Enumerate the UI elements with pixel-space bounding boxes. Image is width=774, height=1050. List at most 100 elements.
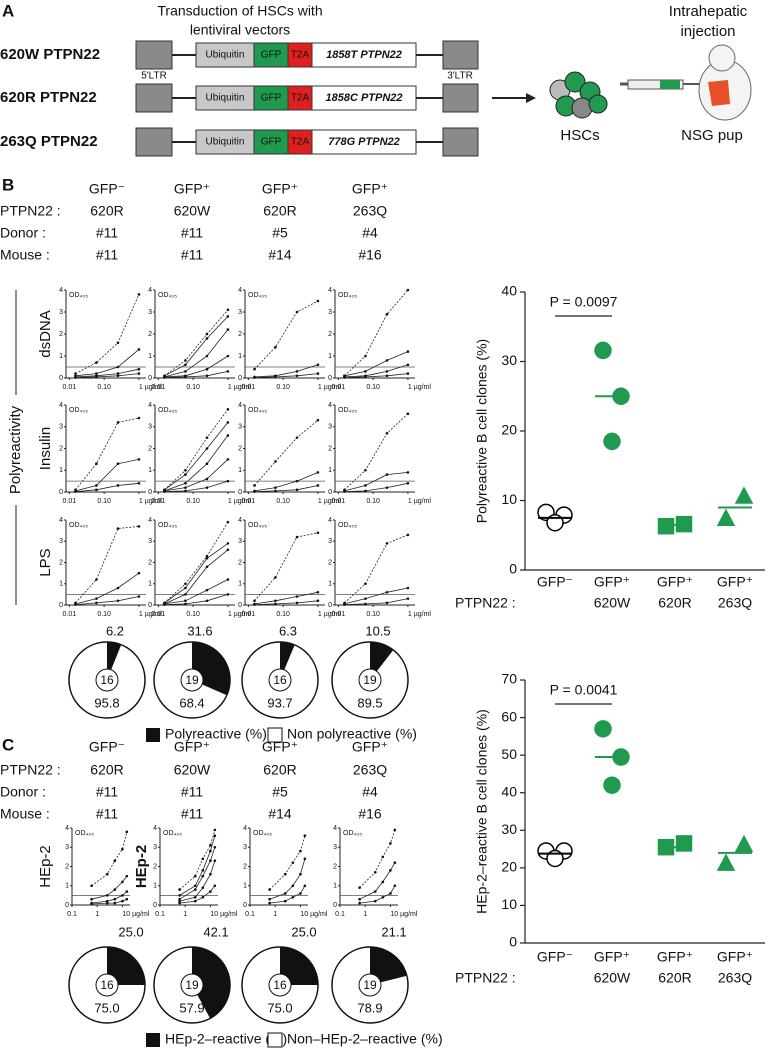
curve-point: [137, 595, 141, 598]
row-label: Mouse :: [0, 806, 50, 822]
curve-point: [295, 479, 299, 483]
pie-slice: [280, 947, 318, 985]
legend-swatch: [146, 728, 160, 742]
column-header: #4: [362, 784, 378, 800]
curve-point: [299, 892, 302, 895]
x-tick-label: 0.10: [186, 611, 200, 618]
curve-point: [178, 897, 181, 901]
panel-label: B: [2, 175, 14, 194]
y-tick-label: 3: [328, 424, 332, 431]
pie-center: [180, 973, 204, 997]
curve-point: [116, 341, 120, 345]
column-header: 263Q: [353, 762, 387, 778]
y-tick-label: 2: [148, 559, 152, 566]
reporter-label: GFP: [261, 137, 282, 148]
binding-curve: [344, 472, 408, 492]
pie-value-label: 42.1: [203, 924, 228, 939]
promoter-box: [195, 129, 255, 155]
y-tick-label: 30: [501, 821, 517, 837]
y-tick-label: 0: [238, 489, 242, 496]
curve-point: [316, 372, 320, 375]
curve-point: [226, 434, 230, 437]
curve-point: [205, 554, 209, 558]
y-tick-label: 3: [65, 844, 69, 851]
pie-value-label: 68.4: [179, 695, 204, 710]
curve-point: [121, 847, 124, 851]
data-point: [603, 776, 621, 794]
y-tick-label: 40: [501, 283, 517, 299]
column-header: GFP⁺: [352, 181, 388, 197]
curve-point: [291, 884, 295, 888]
x-tick-label: 0.01: [63, 384, 77, 391]
y-axis-label: OD₄₀₅: [248, 522, 267, 529]
curve-point: [385, 601, 389, 605]
curve-point: [74, 490, 77, 493]
y-tick-label: 10: [501, 491, 517, 507]
curve-point: [268, 897, 271, 901]
curve-point: [184, 593, 187, 596]
curve-point: [137, 372, 141, 375]
curve-point: [205, 332, 209, 336]
promoter-label: Ubiquitin: [206, 93, 245, 104]
curve-point: [205, 599, 209, 603]
allele-box: [311, 42, 417, 68]
column-header: #14: [268, 247, 292, 263]
curve-point: [193, 899, 197, 903]
curve-point: [105, 872, 109, 876]
y-tick-label: 4: [243, 825, 247, 832]
column-header: #11: [181, 247, 204, 263]
curve-point: [205, 556, 209, 560]
data-point: [716, 853, 736, 871]
y-tick-label: 0: [243, 902, 247, 909]
y-tick-label: 0: [238, 375, 242, 382]
curve-point: [113, 859, 117, 863]
curve-point: [121, 880, 124, 884]
curve-point: [274, 375, 277, 379]
y-tick-label: 1: [238, 353, 242, 360]
curve-point: [253, 484, 256, 487]
column-header: #11: [96, 247, 119, 263]
curve-point: [303, 857, 307, 861]
x-tick-label: 0.01: [332, 611, 346, 618]
binding-curve: [75, 459, 139, 492]
curve-point: [184, 375, 187, 379]
curve-point: [303, 884, 307, 888]
hsc-cluster: [549, 71, 608, 119]
x-tick-label: 0.1: [155, 911, 165, 918]
y-tick-label: 3: [238, 538, 242, 545]
y-tick-label: 2: [59, 559, 63, 566]
curve-point: [193, 896, 197, 899]
pie-center: [268, 668, 292, 692]
pie-value-label: 25.0: [118, 924, 143, 939]
x-tick-label: 1 µg/ml: [408, 384, 432, 391]
group-label: Polyreactivity: [7, 405, 24, 494]
x-tick-label: 0.10: [97, 384, 111, 391]
curve-point: [184, 582, 187, 586]
x-tick-label: 0.01: [63, 498, 77, 505]
curve-point: [205, 337, 209, 340]
curve-point: [253, 490, 256, 493]
curve-point: [364, 370, 367, 373]
y-tick-label: 1: [328, 581, 332, 588]
curve-point: [226, 408, 230, 411]
curve-point: [116, 599, 120, 603]
y-tick-label: 3: [148, 538, 152, 545]
binding-curve: [164, 543, 229, 604]
linker-label: T2A: [291, 93, 310, 104]
pie-slice: [192, 947, 230, 1019]
curve-point: [201, 857, 205, 861]
curve-point: [213, 845, 217, 849]
x-tick-label: GFP⁺: [594, 574, 630, 590]
x-tick-label: 1 µg/ml: [139, 611, 163, 618]
curve-point: [406, 471, 410, 474]
linker-box: [287, 42, 313, 68]
y-tick-label: 4: [238, 517, 242, 524]
curve-point: [406, 597, 410, 600]
y-tick-label: 3: [148, 309, 152, 316]
curve-point: [193, 874, 197, 878]
column-header: GFP⁺: [174, 181, 210, 197]
curve-point: [316, 599, 320, 603]
curve-point: [184, 586, 187, 590]
curve-point: [137, 482, 141, 485]
binding-curve: [75, 417, 139, 491]
